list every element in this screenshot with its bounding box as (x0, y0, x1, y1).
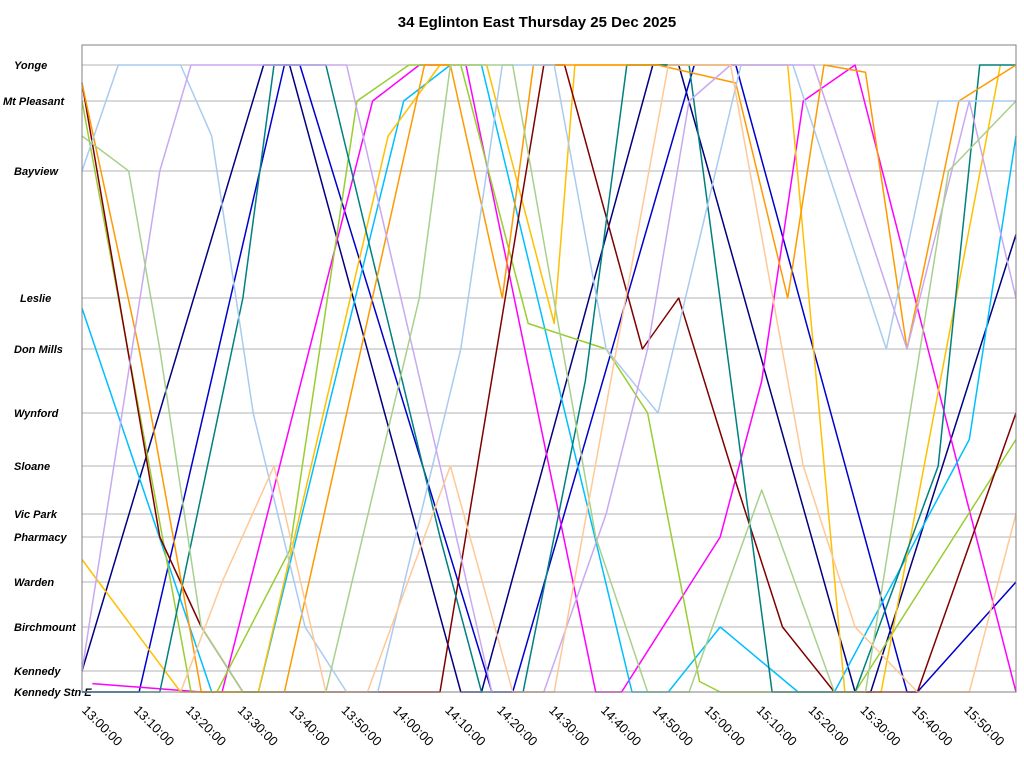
stop-label: Sloane (14, 461, 50, 473)
stop-label: Leslie (20, 293, 51, 305)
stop-label: Mt Pleasant (3, 96, 65, 108)
trip-line-4 (81, 64, 1017, 693)
trip-line-9 (81, 64, 1017, 693)
stop-label: Yonge (14, 60, 47, 72)
x-tick-label: 14:30:00 (546, 703, 592, 749)
x-tick-label: 13:20:00 (183, 703, 229, 749)
stop-label: Birchmount (14, 622, 77, 634)
trip-line-5 (81, 64, 1017, 693)
trip-line-8 (82, 64, 1016, 693)
x-tick-label: 15:30:00 (857, 703, 903, 749)
x-tick-label: 14:50:00 (650, 703, 696, 749)
x-tick-label: 14:00:00 (390, 703, 436, 749)
x-tick-label: 15:40:00 (909, 703, 955, 749)
x-tick-label: 14:10:00 (442, 703, 488, 749)
trip-line-10 (81, 64, 1016, 693)
stop-label: Vic Park (14, 509, 58, 521)
trip-line-12 (81, 64, 1017, 693)
trip-lines (81, 64, 1017, 693)
stop-label: Bayview (14, 166, 59, 178)
x-tick-label: 13:50:00 (339, 703, 385, 749)
trip-line-11 (81, 64, 1017, 693)
stop-label: Wynford (14, 408, 59, 420)
plot-frame (81, 44, 1017, 693)
x-tick-label: 13:40:00 (287, 703, 333, 749)
trip-line-2 (82, 64, 1017, 693)
x-tick-label: 13:10:00 (131, 703, 177, 749)
trip-line-7 (81, 64, 1017, 693)
x-tick-label: 15:50:00 (961, 703, 1007, 749)
x-tick-label: 14:40:00 (598, 703, 644, 749)
x-tick-label: 13:00:00 (79, 703, 125, 749)
trip-line-1 (81, 64, 1017, 693)
stop-label: Kennedy Stn E (14, 687, 92, 699)
trip-line-3 (92, 64, 1017, 693)
time-tick-labels: 13:00:00 13:10:00 13:20:00 13:30:00 13:40:00… (79, 703, 1008, 749)
x-tick-label: 15:20:00 (806, 703, 852, 749)
x-tick-label: 14:20:00 (494, 703, 540, 749)
stop-gridlines (82, 64, 1016, 693)
stop-label: Kennedy (14, 666, 61, 678)
stop-label: Pharmacy (14, 532, 67, 544)
x-tick-label: 15:00:00 (702, 703, 748, 749)
x-tick-label: 13:30:00 (235, 703, 281, 749)
chart-title: 34 Eglinton East Thursday 25 Dec 2025 (398, 14, 676, 31)
stop-labels: Yonge Mt Pleasant Bayview Leslie Don Mills Wy… (3, 60, 92, 699)
stop-label: Warden (14, 577, 54, 589)
trip-line-13 (179, 64, 1017, 693)
x-tick-label: 15:10:00 (754, 703, 800, 749)
stop-label: Don Mills (14, 344, 63, 356)
